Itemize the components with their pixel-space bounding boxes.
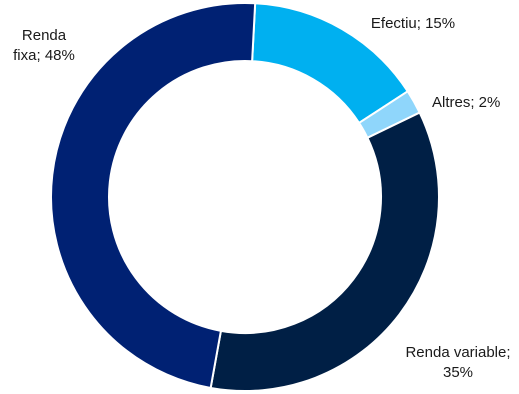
donut-labels: Efectiu; 15% Altres; 2% Renda variable; 35%…	[13, 15, 510, 381]
label-renda-fixa: Renda fixa; 48%	[13, 27, 75, 64]
slice-renda-variable	[209, 111, 440, 392]
label-altres: Altres; 2%	[432, 94, 500, 111]
slice-renda-fixa	[50, 2, 257, 390]
label-efectiu: Efectiu; 15%	[371, 15, 455, 32]
label-renda-variable: Renda variable; 35%	[405, 344, 510, 381]
donut-slices	[50, 2, 440, 392]
